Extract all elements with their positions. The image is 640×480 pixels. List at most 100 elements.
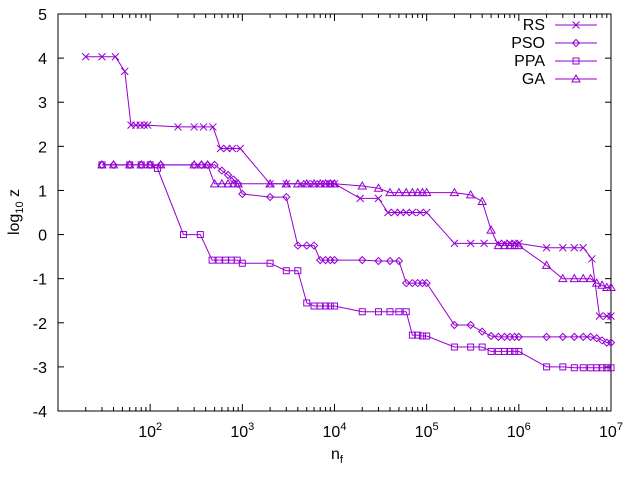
marker-triangle xyxy=(228,178,239,188)
marker-triangle xyxy=(281,178,292,188)
marker-triangle xyxy=(301,178,312,188)
legend-entry-pso: PSO xyxy=(511,35,597,52)
marker-square xyxy=(572,57,580,65)
series-pso xyxy=(97,160,616,347)
y-tick-label: -2 xyxy=(33,316,47,333)
series-line xyxy=(102,164,611,344)
marker-triangle xyxy=(196,159,207,169)
y-tick-label: 2 xyxy=(38,139,47,156)
marker-x xyxy=(98,52,106,61)
marker-square xyxy=(501,347,509,355)
marker-square xyxy=(511,347,519,355)
marker-square xyxy=(294,267,302,275)
marker-x xyxy=(480,239,488,248)
marker-diamond xyxy=(309,241,319,250)
marker-square xyxy=(331,302,338,310)
marker-diamond xyxy=(586,332,595,342)
marker-diamond xyxy=(217,166,227,175)
marker-x xyxy=(396,208,405,217)
x-tick-label: 103 xyxy=(230,421,254,441)
marker-diamond xyxy=(394,256,404,266)
marker-diamond xyxy=(486,331,496,341)
marker-square xyxy=(208,256,216,264)
marker-diamond xyxy=(571,38,581,48)
marker-square xyxy=(570,364,578,372)
marker-triangle xyxy=(394,187,404,197)
y-tick-label: 5 xyxy=(38,7,47,24)
marker-x xyxy=(190,123,198,131)
series-rs xyxy=(81,52,615,321)
legend-label: GA xyxy=(522,71,545,88)
marker-x xyxy=(402,208,411,217)
marker-triangle xyxy=(557,273,568,283)
marker-triangle xyxy=(189,159,200,169)
marker-square xyxy=(402,308,410,316)
marker-triangle xyxy=(155,159,166,169)
marker-diamond xyxy=(293,241,303,250)
x-tick-label: 105 xyxy=(415,421,439,441)
marker-x xyxy=(595,312,604,321)
axis-ticks: -4 -3 -2 -1 0 1 2 3 4 5 102 103 104 105 106 107 xyxy=(33,7,623,441)
marker-triangle xyxy=(97,159,107,169)
marker-triangle xyxy=(385,187,395,197)
marker-triangle xyxy=(357,181,368,190)
marker-x xyxy=(572,21,580,29)
legend-entry-rs: RS xyxy=(523,17,597,34)
marker-x xyxy=(579,243,588,252)
marker-square xyxy=(418,332,426,340)
marker-diamond xyxy=(450,320,459,330)
marker-triangle xyxy=(591,278,602,287)
marker-square xyxy=(515,347,523,355)
marker-triangle xyxy=(320,178,331,188)
marker-square xyxy=(414,331,422,339)
marker-square xyxy=(358,308,366,316)
marker-diamond xyxy=(402,278,411,288)
marker-square xyxy=(326,302,334,310)
marker-x xyxy=(228,144,237,153)
marker-diamond xyxy=(330,255,339,265)
marker-square xyxy=(579,364,587,372)
marker-diamond xyxy=(514,332,524,342)
marker-diamond xyxy=(210,160,219,170)
marker-square xyxy=(408,331,416,339)
y-tick-label: 3 xyxy=(38,95,47,112)
marker-triangle xyxy=(292,178,303,188)
y-tick-label: -4 xyxy=(33,404,47,421)
marker-x xyxy=(140,121,148,130)
marker-triangle xyxy=(136,159,147,169)
marker-diamond xyxy=(229,175,238,184)
y-tick-label: -3 xyxy=(33,360,47,377)
marker-x xyxy=(542,243,551,252)
marker-diamond xyxy=(238,189,247,199)
marker-triangle xyxy=(315,178,326,188)
x-axis-label: nf xyxy=(331,446,344,466)
marker-x xyxy=(466,239,475,248)
y-tick-label: 0 xyxy=(38,228,47,245)
marker-triangle xyxy=(569,273,580,283)
marker-diamond xyxy=(374,256,383,266)
marker-diamond xyxy=(494,332,503,342)
marker-triangle xyxy=(309,178,319,188)
marker-square xyxy=(395,308,403,316)
marker-square xyxy=(603,364,611,372)
marker-triangle xyxy=(124,159,135,169)
marker-triangle xyxy=(477,196,488,205)
marker-triangle xyxy=(513,240,524,250)
series-ga xyxy=(97,159,616,291)
marker-triangle xyxy=(233,178,243,188)
marker-diamond xyxy=(579,332,588,342)
marker-diamond xyxy=(477,327,487,336)
marker-x xyxy=(199,123,208,131)
marker-x xyxy=(450,239,459,248)
marker-diamond xyxy=(542,332,551,342)
x-tick-label: 102 xyxy=(138,421,162,441)
marker-triangle xyxy=(145,159,156,169)
marker-x xyxy=(136,121,145,130)
legend-label: PPA xyxy=(514,53,545,70)
marker-x xyxy=(120,67,129,76)
marker-triangle xyxy=(401,187,412,197)
marker-square xyxy=(467,343,475,351)
marker-triangle xyxy=(597,280,607,289)
series-line xyxy=(102,164,611,369)
